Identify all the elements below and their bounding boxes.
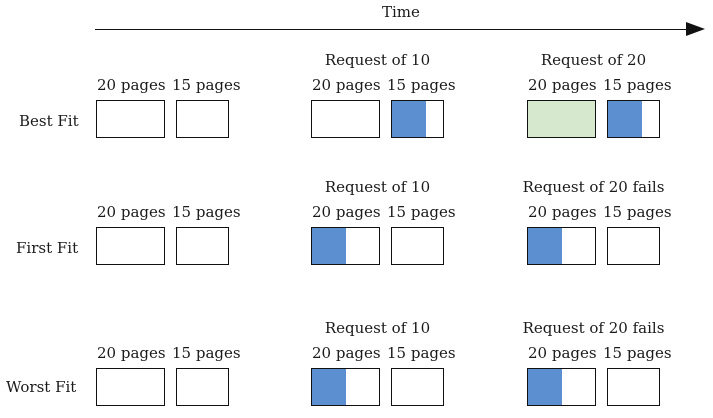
time-label: Time xyxy=(382,3,420,21)
block-label-15: 15 pages xyxy=(603,344,672,362)
block-15-pages xyxy=(176,100,229,138)
block-label-20: 20 pages xyxy=(312,76,381,94)
block-label-15: 15 pages xyxy=(387,203,456,221)
time-arrowhead xyxy=(686,22,705,36)
row-label: Worst Fit xyxy=(6,378,77,396)
block-label-20: 20 pages xyxy=(528,76,597,94)
block-label-15: 15 pages xyxy=(603,203,672,221)
block-20-pages xyxy=(311,227,380,265)
request-label: Request of 10 xyxy=(324,51,431,69)
block-label-20: 20 pages xyxy=(97,344,166,362)
block-label-15: 15 pages xyxy=(172,203,241,221)
block-label-20: 20 pages xyxy=(312,203,381,221)
block-20-pages xyxy=(527,368,596,406)
block-label-20: 20 pages xyxy=(312,344,381,362)
block-15-pages xyxy=(176,227,229,265)
block-20-pages xyxy=(311,100,380,138)
block-20-pages xyxy=(527,100,596,138)
block-label-15: 15 pages xyxy=(387,76,456,94)
block-label-20: 20 pages xyxy=(97,76,166,94)
block-20-pages xyxy=(96,100,165,138)
allocated-fill xyxy=(528,101,595,137)
allocated-fill xyxy=(608,101,643,137)
block-label-20: 20 pages xyxy=(97,203,166,221)
block-15-pages xyxy=(391,368,444,406)
block-15-pages xyxy=(391,100,444,138)
request-label: Request of 10 xyxy=(324,178,431,196)
request-label: Request of 10 xyxy=(324,319,431,337)
block-label-15: 15 pages xyxy=(603,76,672,94)
block-20-pages xyxy=(311,368,380,406)
request-label: Request of 20 fails xyxy=(522,178,665,196)
block-label-20: 20 pages xyxy=(528,344,597,362)
block-20-pages xyxy=(96,227,165,265)
time-axis xyxy=(95,29,693,31)
request-label: Request of 20 xyxy=(540,51,647,69)
block-20-pages xyxy=(527,227,596,265)
block-15-pages xyxy=(607,100,660,138)
block-15-pages xyxy=(607,368,660,406)
block-15-pages xyxy=(391,227,444,265)
request-label: Request of 20 fails xyxy=(522,319,665,337)
row-label: Best Fit xyxy=(19,112,79,130)
block-label-20: 20 pages xyxy=(528,203,597,221)
block-15-pages xyxy=(176,368,229,406)
allocated-fill xyxy=(312,228,346,264)
allocated-fill xyxy=(312,369,346,405)
allocated-fill xyxy=(392,101,427,137)
block-20-pages xyxy=(96,368,165,406)
allocated-fill xyxy=(528,228,562,264)
block-label-15: 15 pages xyxy=(387,344,456,362)
block-15-pages xyxy=(607,227,660,265)
block-label-15: 15 pages xyxy=(172,344,241,362)
row-label: First Fit xyxy=(16,239,79,257)
block-label-15: 15 pages xyxy=(172,76,241,94)
allocated-fill xyxy=(528,369,562,405)
